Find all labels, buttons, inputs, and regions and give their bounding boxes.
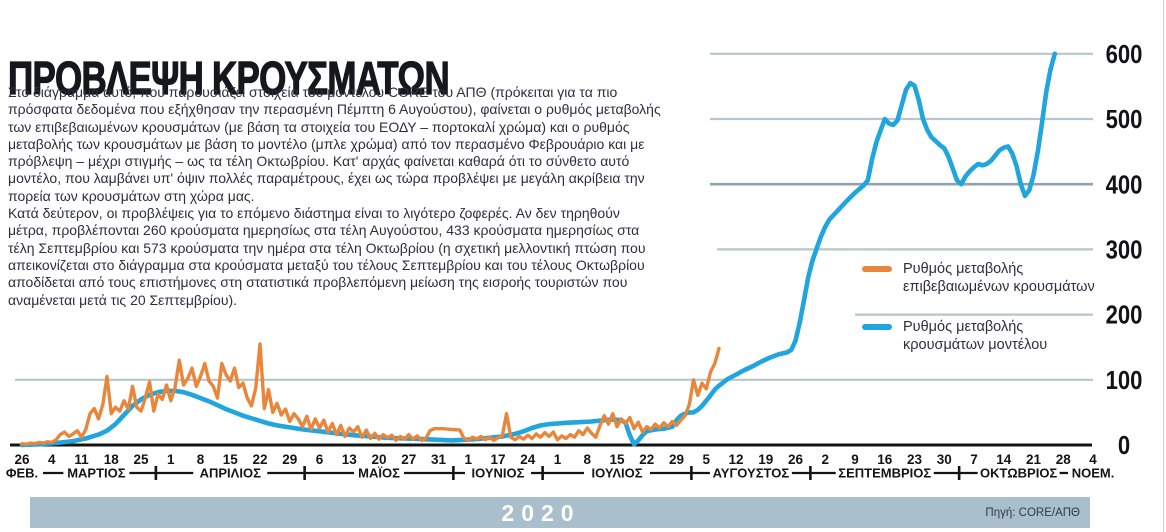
x-tick-label: 19 bbox=[758, 452, 773, 467]
x-tick-label: 1 bbox=[464, 452, 472, 467]
x-tick-label: 30 bbox=[937, 452, 952, 467]
y-tick-label: 200 bbox=[1106, 301, 1143, 330]
month-label: ΑΥΓΟΥΣΤΟΣ bbox=[713, 466, 790, 481]
x-tick-label: 26 bbox=[14, 452, 30, 467]
x-tick-label: 12 bbox=[728, 452, 743, 467]
month-label-backing bbox=[1, 466, 43, 481]
legend-label-confirmed: Ρυθμός μεταβολής επιβεβαιωμένων κρουσμάτ… bbox=[903, 261, 1095, 295]
series-model-line bbox=[19, 51, 1058, 448]
month-label: ΑΠΡΙΛΙΟΣ bbox=[200, 466, 261, 481]
x-tick-label: 13 bbox=[342, 452, 358, 467]
intro-paragraph-1: Στο διάγραμμα αυτό, που παρουσιάζει στοι… bbox=[8, 84, 661, 204]
month-label: ΣΕΠΤΕΜΒΡΙΟΣ bbox=[838, 466, 931, 481]
month-label-backing bbox=[835, 466, 934, 481]
x-tick-label: 31 bbox=[431, 452, 447, 467]
month-label: ΦΕΒ. bbox=[6, 466, 38, 481]
month-label-backing bbox=[584, 466, 650, 481]
source-credit: Πηγή: CORE/ΑΠΘ bbox=[985, 507, 1080, 519]
x-tick-label: 25 bbox=[133, 452, 149, 467]
y-tick-label: 0 bbox=[1118, 431, 1130, 460]
x-tick-label: 4 bbox=[48, 452, 56, 467]
x-tick-label: 17 bbox=[490, 452, 505, 467]
column-rule bbox=[1163, 0, 1164, 532]
month-label: ΙΟΥΛΙΟΣ bbox=[591, 466, 642, 481]
year-bar: 2020 Πηγή: CORE/ΑΠΘ bbox=[30, 497, 1090, 528]
series-confirmed-line bbox=[20, 342, 721, 446]
x-tick-label: 28 bbox=[1056, 452, 1072, 467]
confirmed-series-swatch bbox=[862, 266, 892, 272]
x-tick-label: 15 bbox=[223, 452, 239, 467]
x-tick-label: 24 bbox=[520, 452, 536, 467]
x-tick-label: 29 bbox=[282, 452, 297, 467]
y-tick-label: 400 bbox=[1106, 171, 1143, 200]
intro-paragraph-2: Κατά δεύτερον, οι προβλέψεις για το επόμ… bbox=[8, 205, 646, 308]
month-label-backing bbox=[977, 466, 1060, 481]
month-label: ΙΟΥΝΙΟΣ bbox=[472, 466, 525, 481]
x-tick-label: 20 bbox=[371, 452, 386, 467]
month-label-backing bbox=[465, 466, 531, 481]
x-tick-label: 27 bbox=[401, 452, 416, 467]
y-tick-label: 300 bbox=[1106, 236, 1143, 265]
legend-label-model: Ρυθμός μεταβολής κρουσμάτων μοντέλου bbox=[903, 319, 1048, 353]
intro-text: Στο διάγραμμα αυτό, που παρουσιάζει στοι… bbox=[8, 84, 718, 309]
x-tick-label: 8 bbox=[197, 452, 205, 467]
y-tick-label: 100 bbox=[1106, 366, 1143, 395]
x-tick-label: 22 bbox=[252, 452, 267, 467]
month-label: ΟΚΤΩΒΡΙΟΣ bbox=[980, 466, 1057, 481]
x-tick-label: 5 bbox=[702, 452, 710, 467]
year-label: 2020 bbox=[501, 500, 581, 526]
x-tick-label: 2 bbox=[821, 452, 829, 467]
x-tick-label: 16 bbox=[877, 452, 893, 467]
x-tick-label: 26 bbox=[788, 452, 804, 467]
x-tick-label: 15 bbox=[609, 452, 625, 467]
x-tick-label: 8 bbox=[583, 452, 591, 467]
page-title: ΠΡΟΒΛΕΨΗ ΚΡΟΥΣΜΑΤΩΝ bbox=[8, 51, 451, 104]
x-tick-label: 9 bbox=[851, 452, 859, 467]
x-tick-label: 23 bbox=[907, 452, 923, 467]
month-label-backing bbox=[354, 466, 404, 481]
month-label: ΜΑΪΟΣ bbox=[358, 466, 400, 481]
x-tick-label: 4 bbox=[1089, 452, 1097, 467]
x-tick-label: 21 bbox=[1026, 452, 1042, 467]
month-label-backing bbox=[709, 466, 792, 481]
month-label-backing bbox=[1068, 466, 1118, 481]
x-tick-label: 18 bbox=[104, 452, 120, 467]
x-tick-label: 6 bbox=[316, 452, 324, 467]
month-label: ΜΑΡΤΙΟΣ bbox=[67, 466, 126, 481]
x-tick-label: 7 bbox=[970, 452, 978, 467]
y-tick-label: 600 bbox=[1106, 40, 1143, 69]
x-tick-label: 11 bbox=[74, 452, 89, 467]
x-tick-label: 14 bbox=[996, 452, 1012, 467]
month-label: ΝΟΕΜ. bbox=[1072, 466, 1115, 481]
model-series-swatch bbox=[862, 324, 892, 330]
x-tick-label: 29 bbox=[669, 452, 684, 467]
x-tick-label: 22 bbox=[639, 452, 654, 467]
month-label-backing bbox=[63, 466, 130, 481]
y-tick-label: 500 bbox=[1106, 105, 1143, 134]
x-tick-label: 1 bbox=[167, 452, 175, 467]
legend-item-model: Ρυθμός μεταβολής κρουσμάτων μοντέλου bbox=[862, 318, 1112, 354]
legend-item-confirmed: Ρυθμός μεταβολής επιβεβαιωμένων κρουσμάτ… bbox=[862, 260, 1112, 296]
chart-legend: Ρυθμός μεταβολής επιβεβαιωμένων κρουσμάτ… bbox=[862, 260, 1112, 354]
month-label-backing bbox=[193, 466, 268, 481]
x-tick-label: 1 bbox=[554, 452, 562, 467]
